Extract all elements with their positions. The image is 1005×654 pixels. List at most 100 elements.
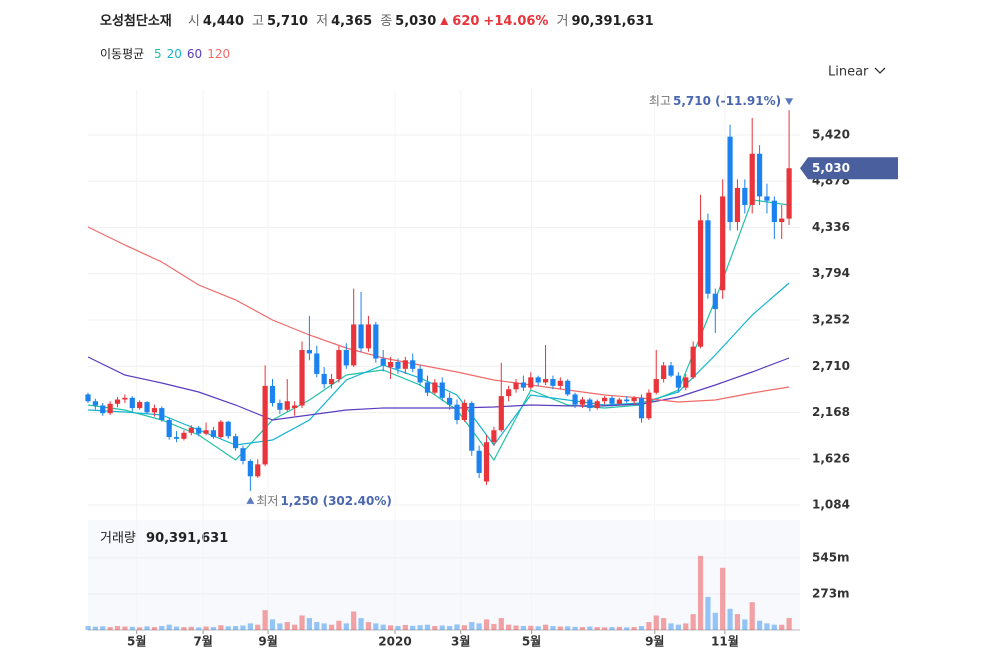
- volume-bar: [727, 608, 733, 630]
- scale-selector[interactable]: Linear: [828, 65, 869, 80]
- volume-bar: [697, 555, 704, 630]
- volume-bar: [358, 618, 364, 630]
- volume-bar: [380, 624, 386, 630]
- volume-bar: [424, 624, 431, 630]
- y-tick-label: 2,710: [812, 359, 850, 373]
- candle-body: [240, 448, 246, 461]
- volume-bar: [114, 626, 121, 630]
- candle-body: [173, 437, 180, 439]
- low-marker: [246, 496, 255, 504]
- y-tick-label: 1,626: [812, 451, 850, 465]
- candle-body: [225, 421, 231, 437]
- candle-body: [756, 153, 763, 197]
- volume-bar: [594, 627, 600, 630]
- candle-body: [439, 382, 445, 398]
- candle-body: [255, 464, 261, 477]
- volume-bar: [653, 615, 659, 630]
- candle-body: [137, 402, 143, 409]
- x-tick-label: 5월: [127, 634, 146, 649]
- candle-body: [351, 324, 357, 366]
- candle-body: [417, 368, 423, 383]
- volume-bar: [210, 627, 217, 630]
- volume-bar: [469, 622, 475, 630]
- change-pct: +14.06%: [483, 14, 548, 29]
- volume-bar: [173, 626, 180, 630]
- candle-body: [661, 365, 667, 380]
- volume-bar: [513, 625, 519, 630]
- volume-bar: [92, 626, 98, 630]
- volume-bar: [756, 620, 763, 630]
- candle-body: [476, 450, 482, 473]
- y-tick-label: 5,420: [812, 127, 850, 141]
- candle-body: [210, 430, 217, 438]
- candle-body: [712, 293, 718, 310]
- x-tick-label: 7월: [193, 634, 212, 649]
- volume-bar: [749, 602, 755, 630]
- volume-bar: [602, 627, 608, 630]
- candle-body: [779, 218, 785, 223]
- candle-body: [631, 397, 637, 402]
- volume-bar: [491, 623, 497, 630]
- volume-bar: [373, 623, 379, 630]
- candle-body: [469, 402, 475, 451]
- candle-body: [602, 397, 608, 402]
- candle-body: [92, 401, 98, 406]
- candle-body: [292, 405, 298, 409]
- high-marker: [785, 98, 794, 106]
- candle-body: [727, 136, 733, 223]
- candle-body: [616, 399, 622, 404]
- volume-tick-label: 273m: [812, 586, 850, 600]
- candle-body: [491, 430, 497, 443]
- candle-body: [314, 353, 320, 374]
- candle-body: [668, 365, 674, 376]
- header-label: 종: [380, 14, 392, 29]
- x-tick-label: 2020: [378, 635, 411, 649]
- candle-body: [203, 430, 209, 434]
- candle-body: [609, 397, 615, 404]
- volume-bar: [144, 626, 150, 630]
- candle-body: [461, 402, 467, 421]
- volume-bar: [675, 624, 681, 630]
- volume-bar: [616, 626, 622, 630]
- volume-bar: [535, 626, 541, 630]
- candle-body: [365, 324, 372, 349]
- candle-body: [705, 220, 711, 294]
- volume-bar: [395, 626, 401, 630]
- candle-body: [624, 399, 630, 402]
- volume-panel: [88, 520, 800, 630]
- candle-body: [129, 397, 135, 409]
- moving-average-line: [87, 356, 790, 421]
- candle-body: [447, 397, 453, 405]
- x-tick-label: 9월: [645, 634, 664, 649]
- candle-body: [550, 379, 556, 386]
- volume-bar: [609, 627, 615, 630]
- candle-body: [410, 360, 416, 369]
- candle-body: [646, 392, 652, 419]
- candle-body: [144, 402, 150, 413]
- header-value: 4,440: [203, 14, 244, 29]
- candle-body: [542, 379, 549, 383]
- stock-name: 오성첨단소재: [100, 13, 172, 29]
- candle-body: [321, 373, 327, 385]
- header-value: 4,365: [331, 14, 372, 29]
- high-label: 최고: [649, 94, 671, 108]
- header-label: 저: [316, 14, 328, 29]
- x-tick-label: 5월: [522, 634, 541, 649]
- candle-body: [151, 408, 158, 413]
- candle-body: [196, 427, 202, 434]
- volume-bar: [786, 618, 792, 630]
- candle-body: [218, 421, 224, 438]
- volume-bar: [483, 619, 490, 630]
- volume-bar: [328, 624, 335, 630]
- volume-bar: [557, 626, 563, 630]
- change-value: 620: [452, 14, 479, 29]
- candle-body: [247, 460, 253, 477]
- volume-bar: [151, 627, 158, 630]
- volume-bar: [292, 624, 298, 630]
- candle-body: [299, 350, 305, 406]
- y-tick-label: 1,084: [812, 498, 850, 512]
- chevron[interactable]: [874, 67, 886, 74]
- candle-body: [373, 324, 379, 359]
- candle-body: [100, 405, 106, 414]
